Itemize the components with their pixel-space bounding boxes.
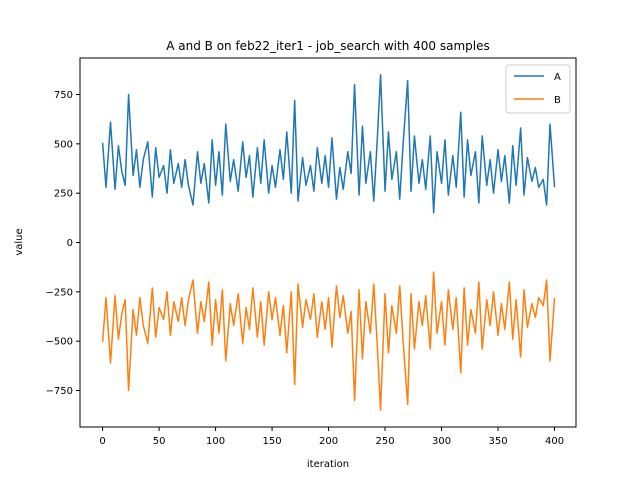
- y-tick-label: 0: [67, 238, 73, 249]
- y-tick-label: 750: [54, 90, 73, 101]
- y-tick-label: −500: [46, 337, 73, 348]
- plot-area: [80, 58, 576, 427]
- x-tick-label: 100: [206, 436, 225, 447]
- y-tick-label: −750: [46, 386, 73, 397]
- x-axis-label: iteration: [307, 459, 349, 470]
- x-tick-label: 300: [432, 436, 451, 447]
- y-axis-label: value: [14, 228, 25, 255]
- series-line-a: [101, 74, 556, 214]
- legend: A B: [505, 64, 571, 114]
- x-tick-label: 200: [319, 436, 338, 447]
- x-tick-label: 0: [99, 436, 105, 447]
- legend-box: [505, 64, 571, 114]
- chart-title: A and B on feb22_iter1 - job_search with…: [166, 39, 490, 53]
- y-tick-label: 500: [54, 139, 73, 150]
- y-tick-label: 250: [54, 189, 73, 200]
- y-tick-label: −250: [46, 287, 73, 298]
- legend-label-b: B: [554, 95, 561, 106]
- legend-label-a: A: [554, 72, 561, 83]
- x-tick-label: 400: [545, 436, 564, 447]
- y-axis-ticks: −750 −500 −250 0 250 500 750: [46, 90, 80, 397]
- series-line-b: [101, 271, 556, 411]
- x-tick-label: 350: [488, 436, 507, 447]
- x-tick-label: 150: [263, 436, 282, 447]
- x-tick-label: 250: [376, 436, 395, 447]
- series-layer: [101, 74, 556, 411]
- x-tick-label: 50: [153, 436, 166, 447]
- x-axis-ticks: 0 50 100 150 200 250 300 350 400: [99, 427, 564, 447]
